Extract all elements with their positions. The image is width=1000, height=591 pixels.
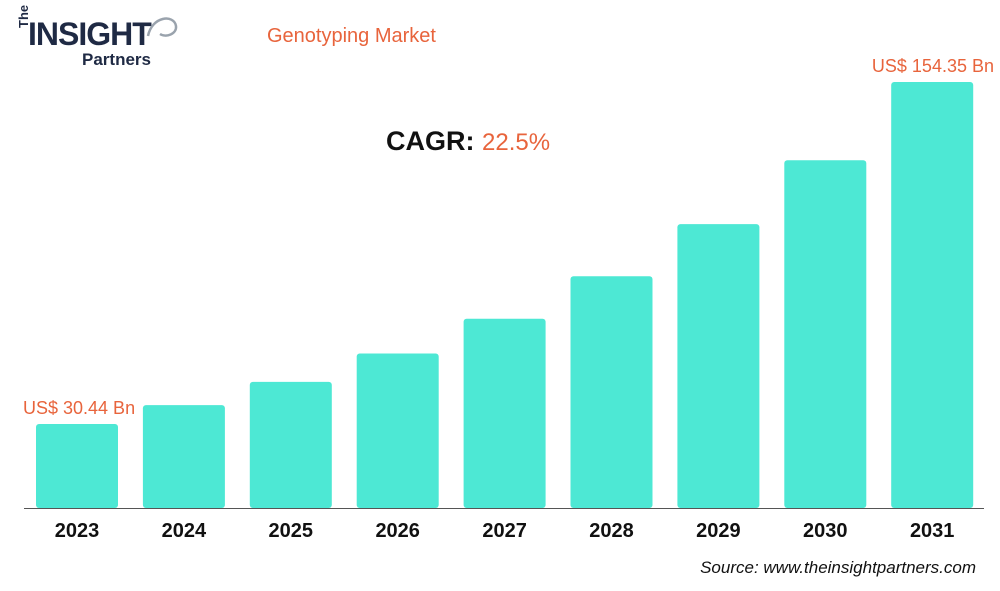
- bar-2024: [142, 405, 225, 508]
- x-tick-label: 2024: [162, 520, 207, 542]
- company-logo: The INSIGHT Partners: [14, 5, 184, 72]
- data-label: US$ 154.35 Bn: [872, 56, 994, 76]
- source-note: Source: www.theinsightpartners.com: [700, 558, 976, 577]
- x-tick-label: 2023: [55, 520, 100, 542]
- bar-2027: [463, 318, 546, 508]
- bar-2026: [356, 353, 439, 508]
- x-tick-label: 2025: [269, 520, 314, 542]
- bar-2030: [784, 160, 867, 508]
- logo-insight-text: INSIGHT: [28, 16, 152, 52]
- x-tick-label: 2028: [589, 520, 634, 542]
- bar-2028: [570, 276, 653, 508]
- bar-2029: [677, 224, 760, 508]
- chart-title: Genotyping Market: [267, 25, 436, 47]
- bar-2031: [891, 82, 974, 508]
- x-tick-label: 2031: [910, 520, 955, 542]
- cagr-annotation: CAGR: 22.5%: [386, 126, 550, 157]
- data-label: US$ 30.44 Bn: [23, 398, 135, 418]
- bar-2025: [249, 381, 332, 508]
- bar-2023: [36, 423, 118, 508]
- cagr-label: CAGR:: [386, 126, 475, 156]
- x-tick-label: 2030: [803, 520, 848, 542]
- logo-partners-text: Partners: [82, 50, 151, 69]
- logo-swirl-icon: [146, 17, 178, 37]
- x-tick-label: 2027: [482, 520, 527, 542]
- x-tick-label: 2029: [696, 520, 741, 542]
- cagr-value: 22.5%: [482, 129, 551, 156]
- x-tick-label: 2026: [375, 520, 420, 542]
